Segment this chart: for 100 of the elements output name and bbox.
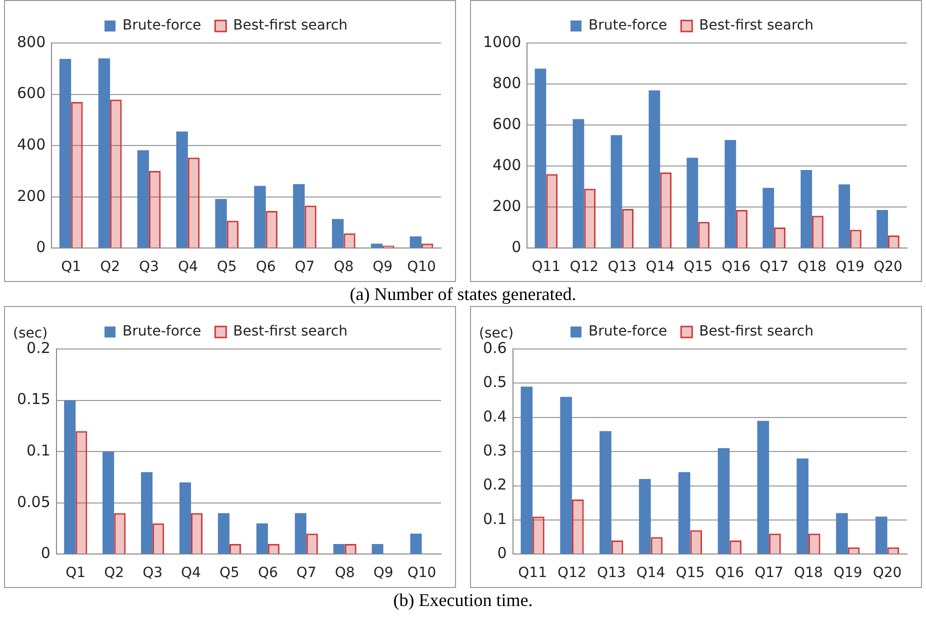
bar: [71, 102, 83, 248]
bar: [64, 400, 76, 554]
bar: [226, 220, 239, 248]
text: (b) Execution time.: [393, 590, 533, 610]
bar: [875, 516, 888, 554]
x-tick-label: Q18: [794, 565, 823, 582]
bar: [800, 170, 812, 248]
y-tick-label: 0.3: [482, 441, 507, 460]
text: (a) Number of states generated.: [350, 284, 576, 304]
bar: [114, 513, 126, 554]
x-tick-label: Q9: [372, 259, 393, 276]
y-tick-label: 400: [16, 135, 46, 154]
x-tick-label: Q8: [334, 565, 355, 582]
y-tick-label: 400: [492, 156, 522, 174]
bar: [812, 216, 824, 248]
bar: [152, 523, 164, 554]
x-tick-label: Q13: [596, 565, 626, 582]
bar: [622, 209, 634, 248]
bar: [690, 530, 702, 554]
bar: [584, 188, 596, 248]
bar: [293, 184, 305, 248]
legend-label: Brute-force: [588, 324, 668, 340]
bar: [718, 448, 730, 554]
x-tick-label: Q1: [61, 259, 82, 276]
x-tick-label: Q16: [715, 565, 744, 582]
bar: [600, 431, 612, 554]
legend-label: Brute-force: [122, 324, 202, 340]
bar: [141, 472, 153, 554]
y-tick-label: 200: [492, 197, 522, 216]
bar: [179, 482, 192, 554]
bar: [572, 119, 584, 248]
bar: [678, 472, 690, 554]
bar: [333, 544, 345, 554]
x-tick-label: Q18: [798, 259, 826, 276]
bar: [191, 513, 203, 554]
bar: [534, 68, 546, 248]
x-tick-label: Q5: [220, 565, 240, 582]
bar: [294, 513, 306, 554]
x-tick-label: Q15: [684, 259, 713, 276]
x-tick-label: Q20: [874, 259, 902, 276]
y-tick-label: 800: [16, 32, 46, 51]
bar: [76, 431, 88, 554]
y-tick-label: 600: [16, 84, 46, 102]
bar: [774, 227, 786, 248]
bar: [660, 172, 672, 248]
bar: [838, 184, 850, 248]
bar: [102, 452, 114, 554]
bar: [724, 140, 736, 248]
x-tick-label: Q8: [334, 259, 354, 276]
bar: [215, 198, 227, 248]
bar: [648, 90, 660, 248]
y-tick-label: 0.1: [26, 441, 50, 460]
x-tick-label: Q2: [100, 259, 120, 276]
x-tick-label: Q15: [676, 565, 705, 582]
legend-label: Brute-force: [122, 18, 202, 34]
bar: [218, 513, 230, 554]
x-tick-label: Q13: [608, 259, 637, 276]
bar: [520, 386, 533, 554]
y-tick-label: 0: [497, 544, 507, 562]
y-tick-label: 0.4: [482, 407, 507, 426]
bar: [686, 158, 698, 248]
legend-label: Best-first search: [233, 18, 348, 34]
legend-label: Best-first search: [233, 324, 348, 340]
x-tick-label: Q3: [139, 259, 159, 276]
bar: [736, 210, 748, 248]
x-tick-label: Q14: [646, 259, 675, 276]
y-tick-label: 200: [16, 186, 46, 205]
bar: [148, 170, 161, 248]
bar: [137, 150, 149, 248]
x-tick-label: Q17: [760, 259, 788, 276]
x-tick-label: Q19: [833, 565, 862, 582]
bar: [370, 244, 383, 248]
bar: [254, 186, 266, 248]
x-tick-label: Q12: [570, 259, 599, 276]
y-tick-label: 600: [492, 114, 522, 133]
bar: [306, 534, 318, 554]
legend-label: Best-first search: [699, 18, 814, 34]
x-tick-label: Q11: [532, 259, 561, 276]
y-tick-label: 800: [492, 74, 522, 92]
bar: [176, 131, 188, 248]
bar: [332, 218, 344, 248]
bar: [532, 516, 544, 554]
bar: [638, 478, 651, 554]
y-tick-label: 0.1: [482, 510, 507, 528]
bar: [410, 236, 422, 248]
bar: [372, 544, 384, 554]
x-tick-label: Q14: [636, 565, 666, 582]
x-tick-label: Q6: [258, 565, 278, 582]
bar: [266, 211, 278, 248]
bar: [422, 244, 434, 248]
bar: [769, 534, 781, 554]
x-tick-label: Q5: [216, 259, 237, 276]
bar: [610, 135, 622, 248]
bar: [560, 396, 572, 554]
x-tick-label: Q10: [407, 259, 436, 276]
legend-label: Best-first search: [699, 324, 814, 340]
y-tick-label: 0: [512, 238, 522, 256]
x-tick-label: Q2: [104, 565, 124, 582]
bar: [808, 534, 820, 554]
bar: [110, 100, 122, 248]
